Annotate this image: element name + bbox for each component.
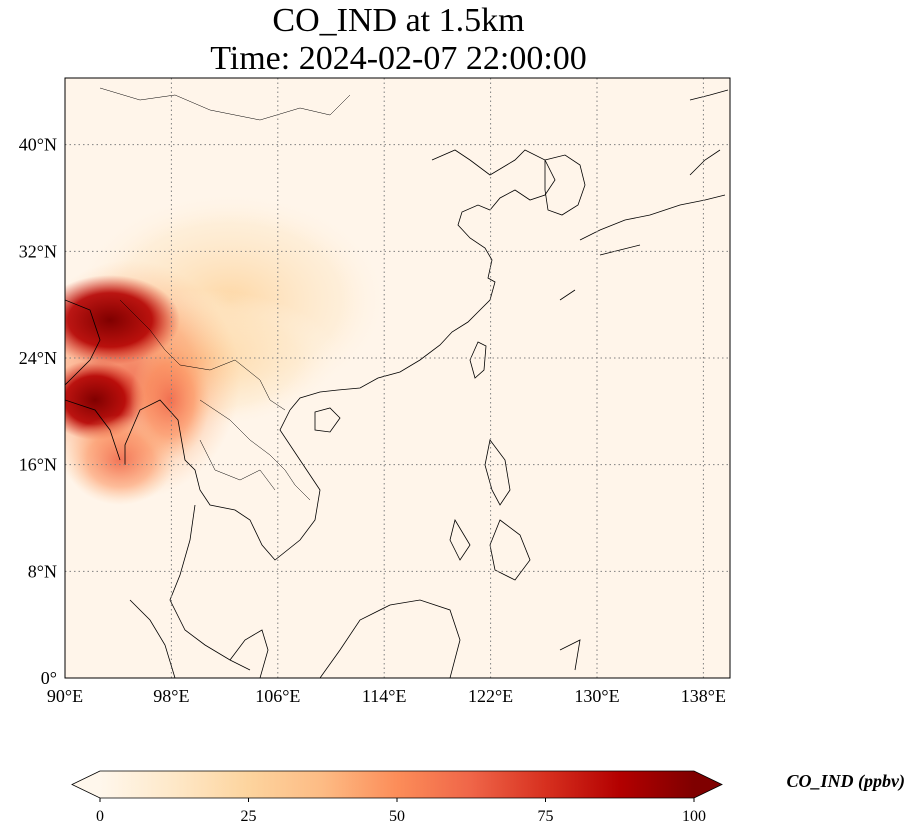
- lon-tick-label: 90°E: [47, 686, 83, 706]
- lon-tick-label: 138°E: [681, 686, 726, 706]
- colorbar: 0 25 50 75 100 CO_IND (ppbv): [71, 770, 906, 825]
- map-frame: [64, 77, 731, 679]
- lon-tick-label: 122°E: [468, 686, 513, 706]
- colorbar-ticks: 0 25 50 75 100: [96, 798, 706, 825]
- lon-tick-label: 114°E: [362, 686, 407, 706]
- coastlines: [65, 87, 729, 678]
- colorbar-tick-label: 50: [389, 808, 405, 825]
- gridlines: [65, 78, 730, 678]
- colorbar-label: CO_IND (ppbv): [787, 771, 906, 792]
- colorbar-extend-max: [694, 771, 722, 798]
- colorbar-tick-label: 100: [682, 808, 706, 825]
- chart-title-line1: CO_IND at 1.5km: [272, 2, 525, 39]
- colorbar-extend-min: [72, 771, 100, 798]
- lat-tick-label: 16°N: [19, 455, 57, 475]
- chart-title-line2: Time: 2024-02-07 22:00:00: [210, 40, 587, 77]
- colorbar-tick-label: 0: [96, 808, 104, 825]
- lat-tick-label: 32°N: [19, 241, 57, 261]
- colorbar-tick-label: 75: [538, 808, 554, 825]
- lon-tick-label: 106°E: [255, 686, 300, 706]
- lat-tick-label: 0°: [41, 668, 57, 688]
- latitude-tick-labels: 0° 8°N 16°N 24°N 32°N 40°N: [19, 135, 57, 688]
- lat-tick-label: 24°N: [19, 348, 57, 368]
- colorbar-tick-label: 25: [241, 808, 257, 825]
- lon-tick-label: 130°E: [574, 686, 619, 706]
- co-concentration-field: [65, 78, 730, 678]
- lon-tick-label: 98°E: [153, 686, 189, 706]
- lat-tick-label: 8°N: [28, 561, 57, 581]
- lat-tick-label: 40°N: [19, 135, 57, 155]
- colorbar-gradient: [100, 771, 694, 798]
- longitude-tick-labels: 90°E 98°E 106°E 114°E 122°E 130°E 138°E: [47, 686, 726, 706]
